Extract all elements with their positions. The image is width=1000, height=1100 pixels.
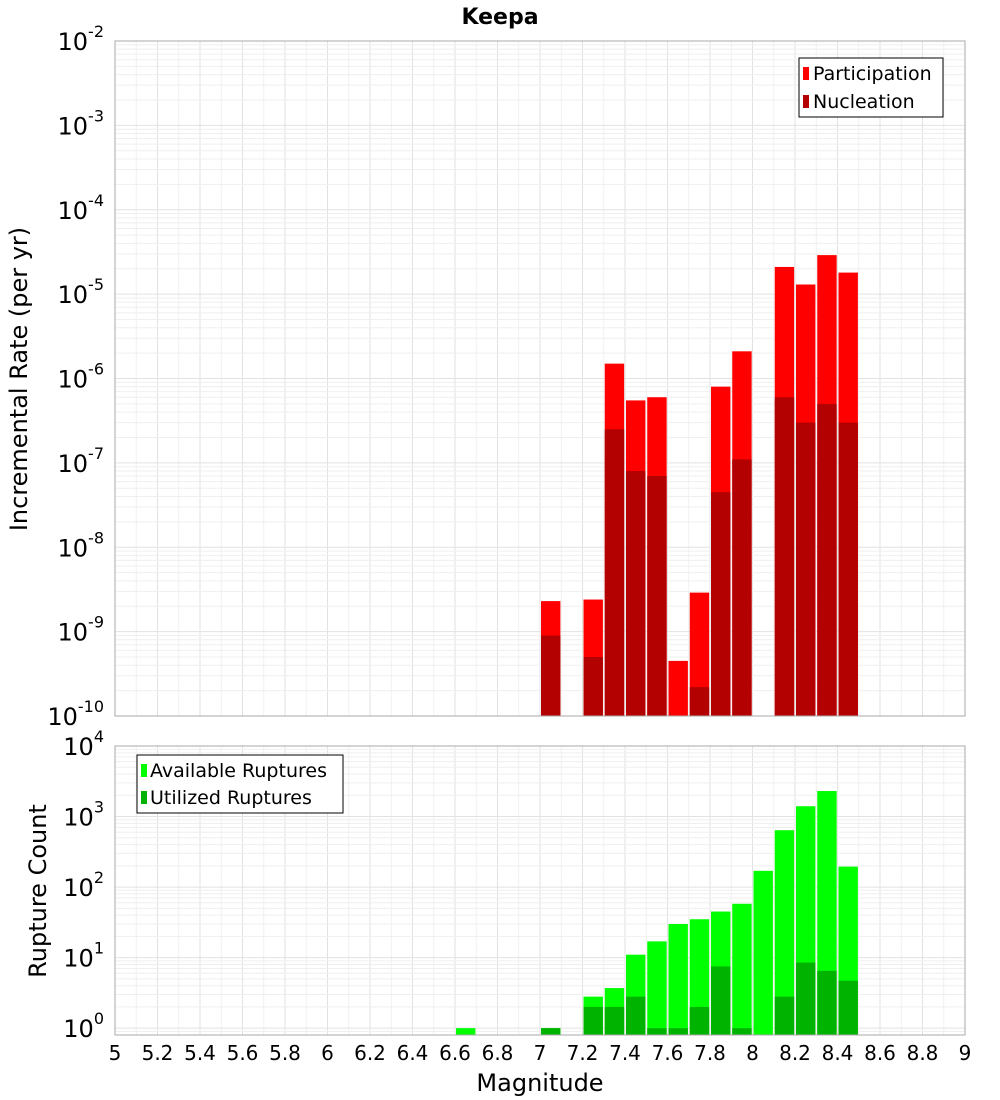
rate-gridlines	[114, 40, 966, 717]
rate-legend: Participation Nucleation	[798, 57, 944, 118]
x-tick-label: 7.8	[694, 1041, 726, 1065]
count-legend-box	[136, 754, 344, 814]
count-b-bar	[774, 996, 795, 1035]
rate-b-bar	[838, 422, 858, 716]
rate-legend-box	[798, 57, 944, 118]
chart-title: Keepa	[461, 5, 538, 30]
rate-a-bar	[668, 660, 688, 716]
rate-b-bar	[796, 422, 816, 716]
legend-label-available: Available Ruptures	[150, 760, 327, 782]
y-tick-label: 10-10	[47, 697, 104, 731]
rate-b-bar	[774, 397, 795, 716]
x-tick-label: 7.4	[609, 1041, 641, 1065]
count-b-bar	[796, 962, 816, 1035]
count-b-bar	[817, 970, 837, 1035]
legend-swatch-nucleation	[803, 95, 809, 108]
count-b-bar	[711, 966, 731, 1035]
count-a-bar	[689, 919, 710, 1035]
rate-b-bar	[817, 403, 837, 716]
y-tick-label: 103	[63, 798, 104, 832]
x-tick-label: 5.8	[269, 1041, 301, 1065]
rate-b-bar	[604, 429, 625, 716]
x-tick-label: 8.8	[907, 1041, 939, 1065]
x-tick-label: 7.2	[567, 1041, 599, 1065]
rate-b-bar	[647, 475, 667, 716]
y-tick-label: 10-2	[58, 22, 105, 56]
rate-b-bar	[732, 459, 752, 716]
x-tick-label: 8.4	[822, 1041, 854, 1065]
count-a-bar	[774, 830, 795, 1035]
x-tick-label: 8	[746, 1041, 759, 1065]
y-tick-label: 10-9	[58, 613, 105, 647]
x-tick-label: 8.6	[864, 1041, 896, 1065]
x-tick-label: 7.6	[652, 1041, 684, 1065]
rate-panel: Keepa 10-1010-910-810-710-610-510-410-31…	[5, 5, 966, 731]
y-tick-label: 10-8	[58, 528, 105, 562]
count-a-bar	[732, 903, 752, 1035]
y-tick-label: 10-3	[58, 106, 105, 140]
count-y-tick-labels: 100 101 102 103 104	[63, 727, 104, 1043]
rate-b-bar	[541, 635, 561, 716]
count-a-bar	[753, 870, 773, 1035]
rate-bars	[541, 255, 858, 717]
legend-swatch-utilized	[141, 791, 147, 804]
count-b-bar	[838, 980, 858, 1035]
count-b-bar	[604, 1006, 625, 1035]
count-b-bar	[583, 1006, 603, 1035]
x-tick-label: 8.2	[779, 1041, 811, 1065]
count-legend: Available Ruptures Utilized Ruptures	[136, 754, 344, 814]
y-tick-label: 10-5	[58, 275, 105, 309]
count-a-bar	[647, 941, 667, 1035]
y-tick-label: 10-6	[58, 360, 105, 394]
rate-y-tick-labels: 10-10 10-9 10-8 10-7 10-6 10-5 10-4 10-3 10-2	[47, 22, 104, 731]
x-tick-label: 6.4	[397, 1041, 429, 1065]
legend-swatch-participation	[803, 67, 809, 80]
count-b-bar	[647, 1028, 667, 1035]
rate-b-bar	[626, 471, 646, 716]
y-tick-label: 102	[63, 868, 104, 902]
rate-plot-frame	[114, 40, 966, 717]
x-tick-label: 6	[321, 1041, 334, 1065]
count-panel: 100 101 102 103 104 5 5.2 5.4 5.6 5.8 6 6.2 6.4 6.6 6…	[24, 727, 971, 1097]
count-bars	[456, 791, 858, 1035]
count-a-bar	[456, 1028, 476, 1035]
count-b-bar	[626, 996, 646, 1035]
x-tick-label: 5.4	[184, 1041, 216, 1065]
x-axis-label: Magnitude	[476, 1069, 603, 1097]
rate-y-axis-label: Incremental Rate (per yr)	[5, 227, 33, 531]
count-b-bar	[732, 1028, 752, 1035]
x-tick-label: 6.8	[482, 1041, 514, 1065]
rate-b-bar	[711, 492, 731, 716]
x-tick-label: 5.6	[227, 1041, 259, 1065]
legend-label-utilized: Utilized Ruptures	[150, 787, 312, 809]
count-y-axis-label: Rupture Count	[24, 804, 52, 978]
legend-label-participation: Participation	[813, 63, 932, 85]
rate-b-bar	[583, 657, 603, 716]
x-tick-label: 6.6	[439, 1041, 471, 1065]
count-b-bar	[689, 1006, 710, 1035]
x-tick-label: 7	[534, 1041, 547, 1065]
y-tick-label: 10-4	[58, 191, 105, 225]
x-tick-label: 5.2	[142, 1041, 174, 1065]
rate-a-bar	[689, 592, 710, 716]
count-b-bar	[668, 1028, 688, 1035]
count-a-bar	[668, 923, 688, 1035]
count-plot-frame	[114, 745, 966, 1036]
x-tick-label: 9	[959, 1041, 972, 1065]
y-tick-label: 104	[63, 727, 104, 761]
legend-label-nucleation: Nucleation	[813, 91, 915, 113]
x-tick-labels: 5 5.2 5.4 5.6 5.8 6 6.2 6.4 6.6 6.8 7 7.2 7.4 7.6 7.8 8…	[109, 1041, 972, 1065]
count-b-bar	[541, 1028, 561, 1035]
x-tick-label: 6.2	[354, 1041, 386, 1065]
legend-swatch-available	[141, 764, 147, 777]
y-tick-label: 10-7	[58, 444, 105, 478]
rate-b-bar	[689, 687, 710, 716]
y-tick-label: 101	[63, 939, 104, 973]
x-tick-label: 5	[109, 1041, 122, 1065]
y-tick-label: 100	[63, 1009, 104, 1043]
